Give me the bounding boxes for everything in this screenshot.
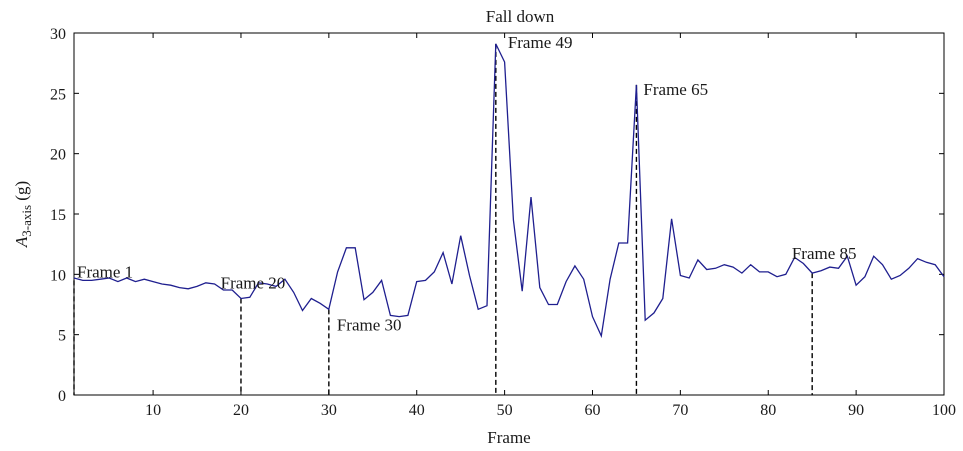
frame-annotation-label: Frame 65 [643, 80, 708, 99]
frame-annotation-label: Frame 49 [508, 33, 573, 52]
x-tick-label: 40 [409, 402, 425, 419]
y-tick-label: 0 [58, 388, 66, 405]
x-axis: 10 20 30 40 50 60 70 80 90 100 [145, 33, 956, 419]
frame-annotation-label: Frame 1 [77, 262, 133, 281]
x-tick-label: 60 [584, 402, 600, 419]
plot-area-frame [73, 32, 945, 396]
y-tick-label: 25 [50, 86, 66, 103]
x-tick-label: 50 [497, 402, 513, 419]
x-tick-label: 20 [233, 402, 249, 419]
y-axis: 0 5 10 15 20 25 30 [50, 26, 944, 405]
frame-annotations: Frame 1 Frame 20 Frame 30 Frame 49 Frame 65 F… [77, 33, 857, 334]
x-tick-label: 80 [760, 402, 776, 419]
y-tick-label: 10 [50, 267, 66, 284]
y-axis-title: A3-axis (g) [12, 181, 34, 248]
chart-title: Fall down [486, 7, 555, 26]
x-tick-label: 10 [145, 402, 161, 419]
frame-markers [73, 43, 813, 395]
frame-annotation-label: Frame 20 [221, 273, 286, 292]
series-line [73, 43, 945, 339]
y-tick-label: 30 [50, 26, 66, 43]
x-tick-label: 30 [321, 402, 337, 419]
y-axis-title-main: A [12, 236, 31, 248]
frame-annotation-label: Frame 30 [337, 315, 402, 334]
y-axis-title-unit: (g) [12, 181, 31, 205]
y-axis-title-subscript: 3-axis [19, 205, 34, 237]
x-tick-label: 90 [848, 402, 864, 419]
x-tick-label: 70 [672, 402, 688, 419]
y-tick-label: 15 [50, 207, 66, 224]
frame-annotation-label: Frame 85 [792, 244, 857, 263]
y-tick-label: 5 [58, 328, 66, 345]
y-tick-label: 20 [50, 147, 66, 164]
x-axis-title: Frame [487, 428, 530, 447]
x-tick-label: 100 [932, 402, 956, 419]
